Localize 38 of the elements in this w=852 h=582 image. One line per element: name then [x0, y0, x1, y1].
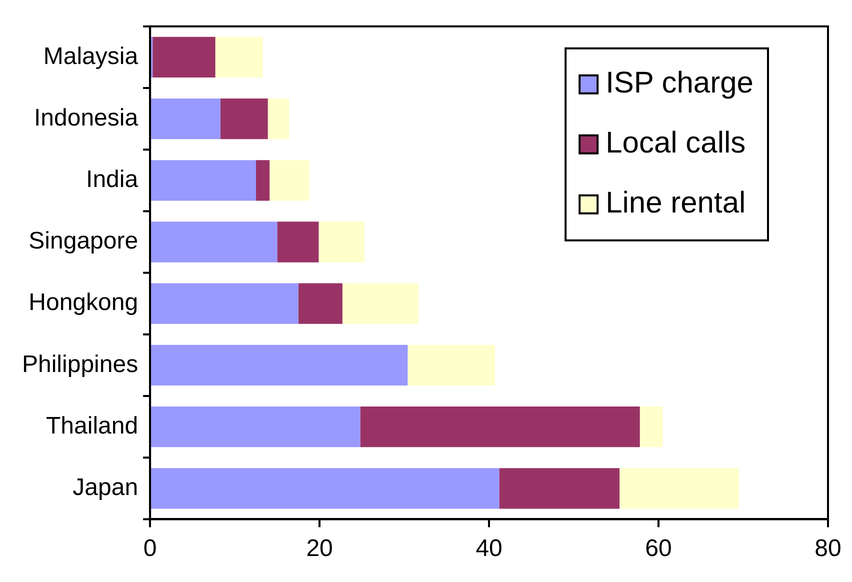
bar — [268, 98, 290, 140]
y-tick-label: India — [86, 166, 139, 194]
x-tick-label: 80 — [814, 535, 842, 562]
bar — [151, 406, 360, 448]
y-tick-label: Philippines — [22, 350, 138, 378]
bar — [342, 283, 419, 324]
legend-label: ISP charge — [606, 66, 754, 100]
bar — [215, 36, 263, 78]
bar — [151, 283, 298, 324]
bar — [270, 160, 310, 201]
y-tick-label: Thailand — [46, 412, 138, 440]
bar — [640, 406, 663, 448]
y-tick-label: Japan — [72, 474, 138, 502]
bar — [151, 344, 408, 386]
bar — [408, 344, 495, 386]
x-tick-label: 60 — [645, 535, 672, 562]
bar — [256, 160, 270, 201]
bar — [151, 98, 220, 140]
y-tick-label: Malaysia — [43, 42, 139, 70]
x-tick-label: 40 — [476, 535, 502, 562]
y-tick-label: Singapore — [28, 228, 138, 255]
bar — [220, 98, 268, 140]
bar — [152, 36, 216, 78]
legend-label: Local calls — [606, 126, 746, 160]
legend-label: Line rental — [606, 186, 746, 220]
bar — [151, 468, 500, 509]
bar — [318, 222, 364, 262]
y-tick-label: Indonesia — [34, 104, 139, 132]
bar — [151, 222, 278, 262]
bar — [151, 160, 256, 201]
x-tick-label: 0 — [143, 535, 157, 562]
y-tick-label: Hongkong — [28, 289, 138, 316]
bar — [298, 283, 342, 324]
x-tick-label: 20 — [306, 535, 333, 562]
bar — [360, 406, 640, 448]
bar — [499, 468, 620, 509]
bar — [277, 222, 319, 262]
bar — [620, 468, 740, 509]
